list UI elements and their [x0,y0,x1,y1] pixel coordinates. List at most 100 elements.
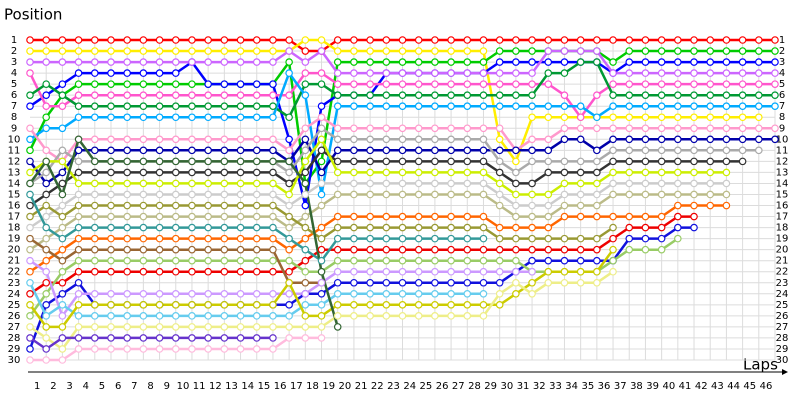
position-marker [657,190,666,199]
position-marker [107,168,115,177]
y-tick-label: 27 [8,322,21,333]
position-marker [641,212,650,221]
position-marker [107,91,115,99]
position-marker [333,223,342,232]
position-marker [398,124,407,133]
position-marker [382,223,391,232]
position-marker [576,168,585,177]
position-marker [414,135,423,144]
position-marker [317,323,326,331]
position-marker [738,124,747,133]
position-marker [512,190,520,199]
position-marker [171,69,180,77]
position-marker [366,179,374,188]
position-marker [236,91,245,99]
position-marker [593,245,601,254]
position-marker [657,36,666,44]
position-marker [398,278,407,287]
position-marker [738,157,747,166]
position-marker [107,58,115,66]
position-marker [463,234,472,243]
position-marker [252,190,261,199]
position-marker [26,135,34,144]
position-marker [560,113,569,122]
position-marker [544,256,553,265]
position-marker [171,113,180,122]
position-marker [738,47,747,55]
position-marker [447,157,455,166]
position-marker [414,157,423,166]
position-marker [609,256,617,265]
position-marker [722,135,731,144]
x-tick-label: 23 [387,381,400,392]
position-marker [58,124,67,133]
position-marker [26,179,34,188]
position-marker [366,256,374,265]
position-marker [236,102,245,111]
position-marker [301,245,310,254]
position-marker [269,190,277,199]
position-marker [333,102,342,111]
position-marker [171,301,180,309]
position-marker [398,245,407,254]
y-tick-label: 5 [11,79,17,90]
position-marker [576,245,585,254]
position-marker [301,334,310,342]
position-marker [690,113,698,122]
position-marker [90,91,99,99]
position-marker [447,234,455,243]
position-marker [285,289,293,298]
position-marker [42,91,50,99]
position-marker [706,102,715,111]
position-marker [333,267,342,276]
position-marker [285,36,293,44]
position-marker [90,345,99,353]
position-marker [42,289,50,298]
position-marker [350,301,358,309]
position-marker [479,146,488,155]
position-marker [366,245,374,254]
position-marker [301,168,310,177]
position-marker [26,58,34,66]
position-marker [479,47,488,55]
position-marker [171,289,180,298]
position-marker [171,323,180,331]
position-marker [90,47,99,55]
position-marker [139,146,148,155]
position-marker [350,36,358,44]
y-tick-label: 8 [11,112,17,123]
position-marker [382,124,391,133]
position-marker [317,190,326,199]
position-marker [674,135,682,144]
position-marker [58,201,67,210]
position-marker [706,124,715,133]
position-marker [479,69,488,77]
position-marker [431,157,439,166]
position-marker [269,179,277,188]
position-marker [495,91,504,99]
position-marker [26,356,34,364]
position-marker [171,190,180,199]
position-marker [107,256,115,265]
position-marker [495,47,504,55]
position-marker [236,312,245,320]
position-marker [301,234,310,243]
position-marker [576,201,585,210]
position-marker [107,190,115,199]
position-marker [414,102,423,111]
position-marker [479,102,488,111]
position-marker [188,245,196,254]
position-marker [495,102,504,111]
position-marker [155,234,164,243]
position-marker [414,256,423,265]
position-marker [674,124,682,133]
position-marker [58,223,67,232]
position-marker [544,36,553,44]
y-tick-label: 19 [8,234,21,245]
y-tick-label-right: 20 [776,245,789,256]
position-marker [479,278,488,287]
y-tick-label-right: 18 [776,223,789,234]
position-marker [560,135,569,144]
position-marker [398,168,407,177]
position-marker [188,102,196,111]
